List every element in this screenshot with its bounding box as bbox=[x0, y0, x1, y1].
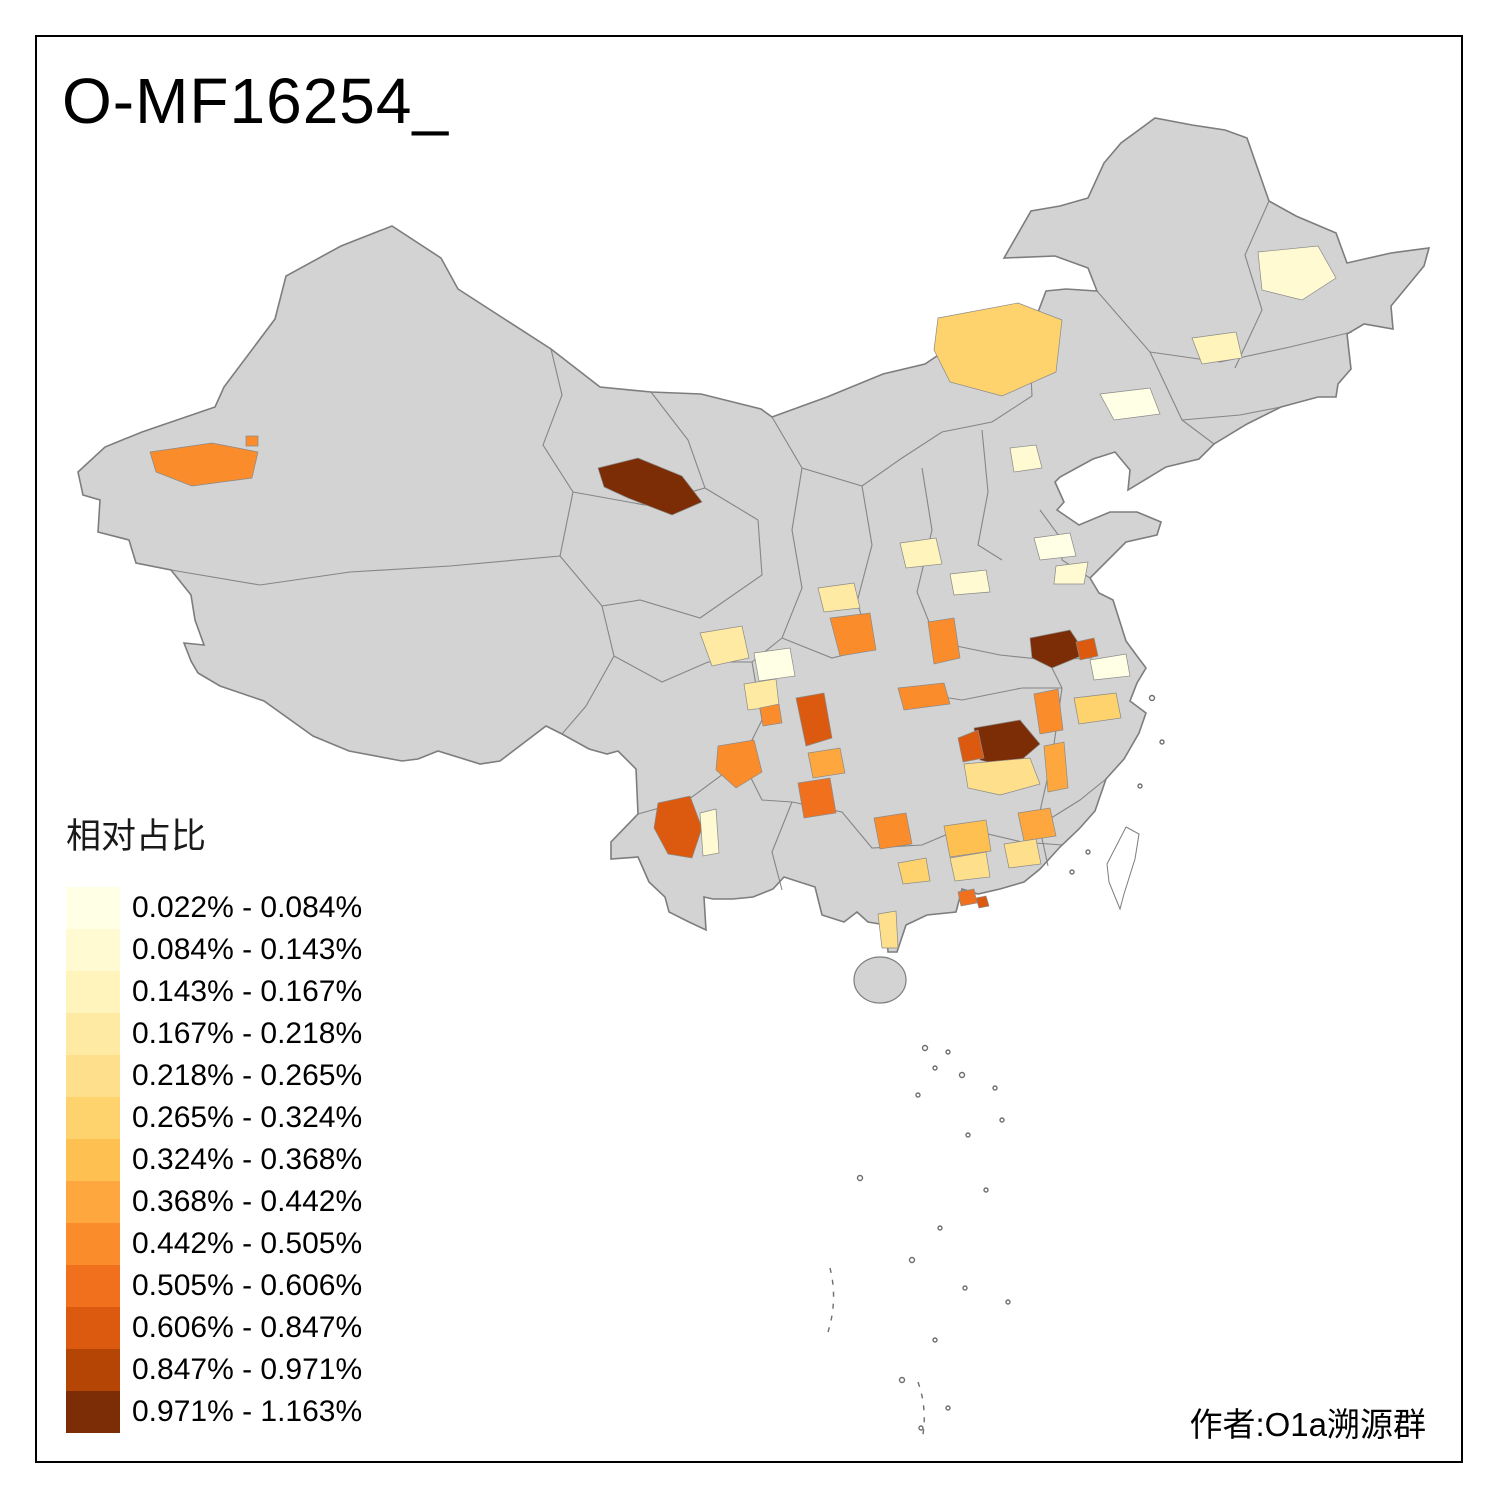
map-region bbox=[807, 747, 846, 779]
legend-item: 0.606% - 0.847% bbox=[66, 1307, 362, 1349]
legend-item: 0.084% - 0.143% bbox=[66, 929, 362, 971]
legend-item: 0.143% - 0.167% bbox=[66, 971, 362, 1013]
legend-label: 0.442% - 0.505% bbox=[132, 1227, 363, 1260]
author-credit: 作者:O1a溯源群 bbox=[1189, 1406, 1426, 1443]
map-region bbox=[1029, 629, 1087, 669]
map-region bbox=[1003, 838, 1042, 869]
legend-swatch bbox=[66, 1055, 120, 1097]
map-region bbox=[899, 537, 943, 569]
map-region bbox=[1073, 692, 1122, 725]
legend-label: 0.971% - 1.163% bbox=[132, 1395, 363, 1428]
legend-swatch bbox=[66, 1265, 120, 1307]
map-region bbox=[1017, 807, 1057, 842]
legend-item: 0.847% - 0.971% bbox=[66, 1349, 362, 1391]
map-region bbox=[797, 777, 837, 819]
colored-regions bbox=[149, 245, 1337, 949]
map-region bbox=[753, 647, 796, 682]
map-region bbox=[1033, 688, 1064, 735]
hainan-island bbox=[853, 956, 907, 1004]
map-region bbox=[699, 808, 720, 857]
map-region bbox=[1089, 653, 1131, 681]
legend-swatch bbox=[66, 1013, 120, 1055]
map-region bbox=[933, 302, 1063, 397]
legend-label: 0.218% - 0.265% bbox=[132, 1059, 363, 1092]
legend-label: 0.022% - 0.084% bbox=[132, 891, 363, 924]
legend-swatch bbox=[66, 1139, 120, 1181]
map-region bbox=[795, 692, 833, 747]
map-region bbox=[597, 457, 703, 516]
map-region bbox=[1191, 331, 1243, 365]
map-region bbox=[957, 729, 985, 763]
legend: 相对占比 0.022% - 0.084% 0.084% - 0.143% 0.1… bbox=[66, 808, 362, 1433]
map-region bbox=[699, 625, 750, 667]
map-region bbox=[1033, 532, 1077, 561]
map-region bbox=[877, 910, 899, 949]
legend-swatch bbox=[66, 971, 120, 1013]
figure-title: O-MF16254_ bbox=[62, 65, 450, 137]
legend-swatch bbox=[66, 1307, 120, 1349]
legend-label: 0.167% - 0.218% bbox=[132, 1017, 363, 1050]
legend-swatch bbox=[66, 1181, 120, 1223]
map-region bbox=[963, 757, 1041, 796]
legend-title: 相对占比 bbox=[66, 817, 207, 856]
map-region bbox=[1009, 444, 1043, 473]
legend-label: 0.324% - 0.368% bbox=[132, 1143, 363, 1176]
legend-swatch bbox=[66, 1097, 120, 1139]
legend-item: 0.368% - 0.442% bbox=[66, 1181, 362, 1223]
south-china-sea-islands bbox=[827, 694, 1165, 1441]
legend-label: 0.265% - 0.324% bbox=[132, 1101, 363, 1134]
legend-label: 0.084% - 0.143% bbox=[132, 933, 363, 966]
legend-swatch bbox=[66, 887, 120, 929]
map-region bbox=[1099, 387, 1161, 421]
map-region bbox=[759, 703, 783, 727]
map-region bbox=[957, 888, 978, 907]
map-region bbox=[715, 739, 763, 789]
legend-swatch bbox=[66, 1223, 120, 1265]
map-region bbox=[817, 582, 861, 613]
legend-label: 0.368% - 0.442% bbox=[132, 1185, 363, 1218]
legend-item: 0.971% - 1.163% bbox=[66, 1391, 362, 1433]
map-region bbox=[1043, 741, 1069, 793]
legend-swatch bbox=[66, 929, 120, 971]
legend-swatch bbox=[66, 1349, 120, 1391]
map-region bbox=[897, 682, 951, 711]
legend-label: 0.505% - 0.606% bbox=[132, 1269, 363, 1302]
map-region bbox=[897, 857, 931, 885]
map-region bbox=[1075, 637, 1099, 661]
map-region bbox=[949, 569, 991, 596]
legend-label: 0.847% - 0.971% bbox=[132, 1353, 363, 1386]
map-region bbox=[245, 435, 259, 447]
map-region bbox=[149, 442, 259, 487]
map-region bbox=[949, 851, 991, 882]
taiwan-island bbox=[1106, 826, 1140, 911]
legend-item: 0.218% - 0.265% bbox=[66, 1055, 362, 1097]
legend-item: 0.505% - 0.606% bbox=[66, 1265, 362, 1307]
legend-label: 0.606% - 0.847% bbox=[132, 1311, 363, 1344]
map-region bbox=[1257, 245, 1337, 301]
map-region bbox=[975, 895, 990, 909]
map-region bbox=[873, 812, 913, 850]
legend-item: 0.265% - 0.324% bbox=[66, 1097, 362, 1139]
legend-item: 0.022% - 0.084% bbox=[66, 887, 362, 929]
legend-item: 0.167% - 0.218% bbox=[66, 1013, 362, 1055]
map-region bbox=[653, 795, 703, 859]
map-region bbox=[927, 617, 961, 665]
legend-swatch bbox=[66, 1391, 120, 1433]
legend-rows: 0.022% - 0.084% 0.084% - 0.143% 0.143% -… bbox=[66, 887, 362, 1433]
map-region bbox=[1053, 561, 1089, 585]
map-region bbox=[943, 819, 992, 858]
legend-item: 0.324% - 0.368% bbox=[66, 1139, 362, 1181]
plot-border bbox=[35, 35, 1463, 1463]
legend-item: 0.442% - 0.505% bbox=[66, 1223, 362, 1265]
legend-label: 0.143% - 0.167% bbox=[132, 975, 363, 1008]
map-region bbox=[829, 612, 877, 657]
